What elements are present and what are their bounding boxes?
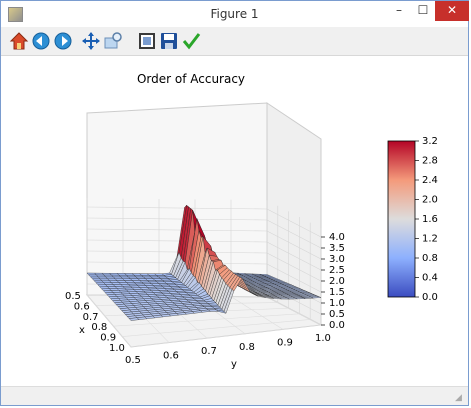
surface-patch — [90, 276, 101, 280]
window-title: Figure 1 — [210, 7, 259, 21]
z-tick-label: 3.0 — [329, 254, 345, 265]
surface-plot: Order of Accuracy 0.00.51.01.52.02.53.03… — [65, 72, 438, 370]
x-tick-label: 0.9 — [100, 333, 116, 344]
subplots-icon[interactable] — [137, 31, 157, 51]
z-axis: 0.00.51.01.52.02.53.03.54.0 — [321, 232, 345, 331]
z-tick-label: 0.5 — [329, 309, 345, 320]
axes-panes — [85, 102, 323, 348]
colorbar-tick-label: 0.4 — [422, 273, 438, 284]
maximize-button[interactable]: ☐ — [417, 3, 429, 17]
edit-parameters-icon[interactable] — [181, 31, 201, 51]
app-icon — [8, 7, 23, 22]
z-tick-label: 0.0 — [329, 320, 345, 331]
x-tick-label: 1.0 — [109, 343, 125, 354]
colorbar-tick-label: 1.6 — [422, 214, 438, 225]
y-tick-label: 0.8 — [239, 342, 255, 353]
minimize-button[interactable]: – — [396, 3, 402, 17]
navigation-toolbar — [1, 27, 468, 56]
status-bar: ◢ — [1, 386, 468, 405]
colorbar-tick-label: 0.8 — [422, 253, 438, 264]
y-tick-label: 0.5 — [125, 355, 141, 366]
surface-patch — [128, 317, 140, 321]
chart-title: Order of Accuracy — [137, 72, 245, 86]
back-icon[interactable] — [31, 31, 51, 51]
forward-icon[interactable] — [53, 31, 73, 51]
home-icon[interactable] — [9, 31, 29, 51]
colorbar-tick-label: 0.0 — [422, 292, 438, 303]
surface-patch — [92, 278, 103, 282]
x-tick-label: 0.8 — [91, 322, 107, 333]
colorbar-tick-label: 1.2 — [422, 234, 438, 245]
pan-icon[interactable] — [81, 31, 101, 51]
y-axis: 0.5 0.6 0.7 0.8 0.9 1.0 — [125, 333, 331, 366]
z-tick-label: 4.0 — [329, 232, 345, 243]
close-button[interactable]: ✕ — [435, 1, 469, 21]
y-tick-label: 0.6 — [163, 351, 179, 362]
z-tick-label: 1.5 — [329, 287, 345, 298]
x-axis-label: x — [79, 325, 85, 336]
surface-patch — [88, 274, 99, 278]
z-tick-label: 1.0 — [329, 298, 345, 309]
y-tick-label: 0.7 — [201, 346, 217, 357]
x-axis: 0.50.60.70.80.91.0 — [65, 291, 125, 354]
surface — [86, 204, 322, 321]
zoom-icon[interactable] — [103, 31, 123, 51]
title-bar[interactable]: Figure 1 – ☐ ✕ — [1, 1, 469, 27]
colorbar-tick-label: 2.4 — [422, 175, 438, 186]
z-tick-label: 3.5 — [329, 243, 345, 254]
z-tick-label: 2.0 — [329, 276, 345, 287]
colorbar-tick-label: 2.8 — [422, 156, 438, 167]
x-tick-label: 0.5 — [65, 291, 81, 302]
x-tick-label: 0.6 — [74, 301, 90, 312]
y-tick-label: 0.9 — [277, 337, 293, 348]
y-tick-label: 1.0 — [315, 333, 331, 344]
colorbar-tick-label: 3.2 — [422, 136, 438, 147]
save-icon[interactable] — [159, 31, 179, 51]
resize-grip-icon[interactable]: ◢ — [455, 393, 462, 403]
colorbar-tick-label: 2.0 — [422, 195, 438, 206]
y-axis-label: y — [231, 359, 237, 370]
plot-canvas[interactable]: Order of Accuracy 0.0 0.5 1.0 1.5 2.0 2.5 3.0 3… — [5, 57, 466, 387]
z-tick-label: 2.5 — [329, 265, 345, 276]
x-tick-label: 0.7 — [83, 312, 99, 323]
colorbar — [387, 140, 416, 298]
surface-patch — [93, 280, 105, 284]
colorbar-ticks: 0.0 0.4 0.8 1.2 1.6 2.0 2.4 2.8 3.2 — [415, 136, 438, 303]
